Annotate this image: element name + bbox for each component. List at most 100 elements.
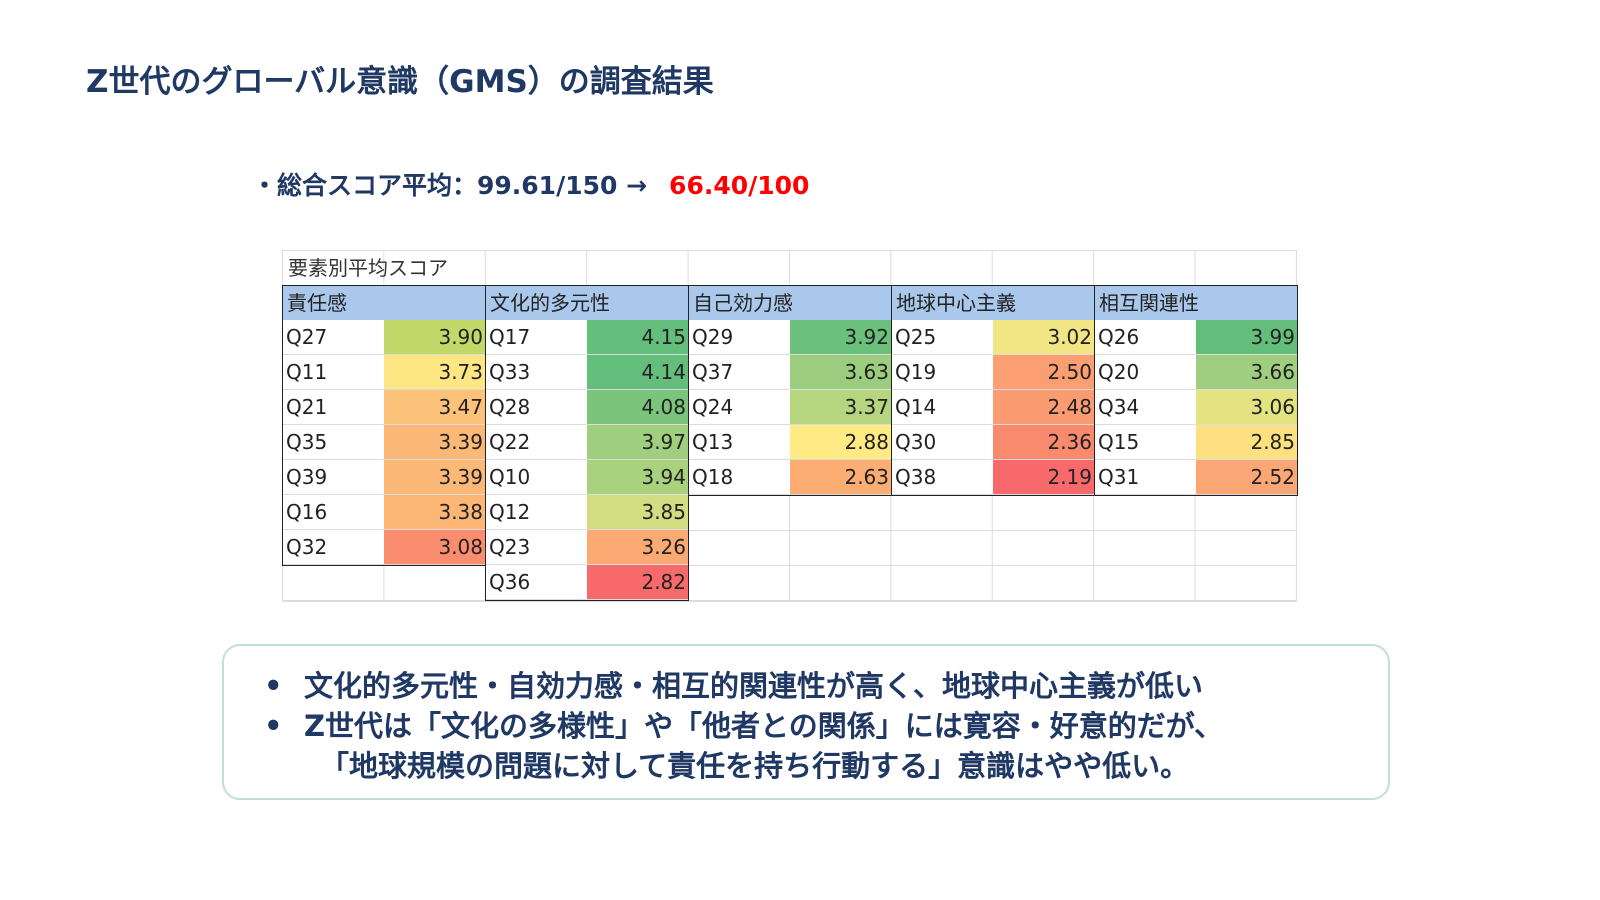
score-cell: 3.66 bbox=[1196, 355, 1297, 390]
question-cell: Q18 bbox=[689, 460, 790, 495]
question-cell: Q14 bbox=[892, 390, 993, 425]
score-cell: 2.82 bbox=[587, 565, 688, 600]
score-cell: 3.63 bbox=[790, 355, 891, 390]
score-cell: 3.85 bbox=[587, 495, 688, 530]
score-cell: 3.37 bbox=[790, 390, 891, 425]
score-cell: 3.02 bbox=[993, 320, 1094, 355]
question-cell: Q11 bbox=[283, 355, 384, 390]
score-cell: 2.48 bbox=[993, 390, 1094, 425]
group-header: 相互関連性 bbox=[1095, 286, 1297, 321]
question-cell: Q27 bbox=[283, 320, 384, 355]
table-row: Q30 2.36 bbox=[892, 425, 1094, 460]
question-cell: Q31 bbox=[1095, 460, 1196, 495]
question-cell: Q25 bbox=[892, 320, 993, 355]
question-cell: Q29 bbox=[689, 320, 790, 355]
table-row: Q20 3.66 bbox=[1095, 355, 1297, 390]
score-cell: 2.50 bbox=[993, 355, 1094, 390]
question-cell: Q28 bbox=[486, 390, 587, 425]
table-row: Q15 2.85 bbox=[1095, 425, 1297, 460]
score-cell: 3.38 bbox=[384, 495, 485, 530]
question-cell: Q12 bbox=[486, 495, 587, 530]
table-row: Q28 4.08 bbox=[486, 390, 688, 425]
question-cell: Q10 bbox=[486, 460, 587, 495]
score-cell: 3.47 bbox=[384, 390, 485, 425]
score-cell: 3.08 bbox=[384, 530, 485, 565]
score-group: 地球中心主義 Q25 3.02 Q19 2.50 Q14 2.48 Q30 2.36 Q38 2.1… bbox=[891, 285, 1095, 496]
score-cell: 3.90 bbox=[384, 320, 485, 355]
score-group: 自己効力感 Q29 3.92 Q37 3.63 Q24 3.37 Q13 2.88 Q18 2.63 bbox=[688, 285, 892, 496]
table-row: Q11 3.73 bbox=[283, 355, 485, 390]
table-row: Q29 3.92 bbox=[689, 320, 891, 355]
table-row: Q38 2.19 bbox=[892, 460, 1094, 495]
table-row: Q33 4.14 bbox=[486, 355, 688, 390]
question-cell: Q21 bbox=[283, 390, 384, 425]
table-row: Q22 3.97 bbox=[486, 425, 688, 460]
question-cell: Q33 bbox=[486, 355, 587, 390]
bullet-icon: • bbox=[264, 709, 283, 743]
score-cell: 4.08 bbox=[587, 390, 688, 425]
score-cell: 3.73 bbox=[384, 355, 485, 390]
table-row: Q16 3.38 bbox=[283, 495, 485, 530]
note-text: 文化的多元性・自効力感・相互的関連性が高く、地球中心主義が低い bbox=[304, 669, 1204, 703]
score-cell: 4.15 bbox=[587, 320, 688, 355]
score-cell: 3.39 bbox=[384, 460, 485, 495]
table-row: Q21 3.47 bbox=[283, 390, 485, 425]
score-group: 相互関連性 Q26 3.99 Q20 3.66 Q34 3.06 Q15 2.85 Q31 2.52 bbox=[1094, 285, 1298, 496]
table-row: Q39 3.39 bbox=[283, 460, 485, 495]
table-row: Q18 2.63 bbox=[689, 460, 891, 495]
question-cell: Q22 bbox=[486, 425, 587, 460]
table-row: Q32 3.08 bbox=[283, 530, 485, 565]
table-row: Q34 3.06 bbox=[1095, 390, 1297, 425]
table-row: Q36 2.82 bbox=[486, 565, 688, 600]
bullet-icon: • bbox=[264, 669, 283, 703]
score-cell: 4.14 bbox=[587, 355, 688, 390]
table-row: Q14 2.48 bbox=[892, 390, 1094, 425]
score-group: 責任感 Q27 3.90 Q11 3.73 Q21 3.47 Q35 3.39 Q39 3.39 Q1… bbox=[282, 285, 486, 566]
question-cell: Q24 bbox=[689, 390, 790, 425]
question-cell: Q39 bbox=[283, 460, 384, 495]
table-row: Q12 3.85 bbox=[486, 495, 688, 530]
notes-box: • 文化的多元性・自効力感・相互的関連性が高く、地球中心主義が低い • Z世代は「文… bbox=[222, 644, 1390, 800]
table-row: Q26 3.99 bbox=[1095, 320, 1297, 355]
question-cell: Q30 bbox=[892, 425, 993, 460]
question-cell: Q17 bbox=[486, 320, 587, 355]
table-row: Q23 3.26 bbox=[486, 530, 688, 565]
question-cell: Q20 bbox=[1095, 355, 1196, 390]
score-cell: 3.94 bbox=[587, 460, 688, 495]
note-text: Z世代は「文化の多様性」や「他者との関係」には寛容・好意的だが、 bbox=[304, 709, 1224, 743]
summary-line: ・総合スコア平均：99.61/150 → 66.40/100 bbox=[252, 166, 809, 202]
summary-prefix: ・総合スコア平均：99.61/150 → bbox=[252, 171, 648, 200]
question-cell: Q37 bbox=[689, 355, 790, 390]
score-cell: 2.88 bbox=[790, 425, 891, 460]
score-cell: 3.06 bbox=[1196, 390, 1297, 425]
table-row: Q31 2.52 bbox=[1095, 460, 1297, 495]
score-cell: 3.97 bbox=[587, 425, 688, 460]
table-row: Q25 3.02 bbox=[892, 320, 1094, 355]
question-cell: Q13 bbox=[689, 425, 790, 460]
question-cell: Q32 bbox=[283, 530, 384, 565]
question-cell: Q26 bbox=[1095, 320, 1196, 355]
question-cell: Q36 bbox=[486, 565, 587, 600]
table-row: Q19 2.50 bbox=[892, 355, 1094, 390]
note-item: • 文化的多元性・自効力感・相互的関連性が高く、地球中心主義が低い bbox=[264, 666, 1223, 706]
group-header: 文化的多元性 bbox=[486, 286, 688, 321]
question-cell: Q23 bbox=[486, 530, 587, 565]
table-row: Q13 2.88 bbox=[689, 425, 891, 460]
table-row: Q35 3.39 bbox=[283, 425, 485, 460]
score-cell: 3.99 bbox=[1196, 320, 1297, 355]
score-cell: 2.63 bbox=[790, 460, 891, 495]
score-group: 文化的多元性 Q17 4.15 Q33 4.14 Q28 4.08 Q22 3.97 Q10 3.9… bbox=[485, 285, 689, 601]
group-header: 自己効力感 bbox=[689, 286, 891, 321]
table-row: Q17 4.15 bbox=[486, 320, 688, 355]
score-cell: 3.92 bbox=[790, 320, 891, 355]
question-cell: Q35 bbox=[283, 425, 384, 460]
summary-highlight: 66.40/100 bbox=[669, 171, 810, 200]
question-cell: Q19 bbox=[892, 355, 993, 390]
table-title: 要素別平均スコア bbox=[288, 256, 448, 280]
score-cell: 2.52 bbox=[1196, 460, 1297, 495]
note-item: • Z世代は「文化の多様性」や「他者との関係」には寛容・好意的だが、 bbox=[264, 706, 1223, 746]
score-cell: 3.39 bbox=[384, 425, 485, 460]
question-cell: Q16 bbox=[283, 495, 384, 530]
group-header: 地球中心主義 bbox=[892, 286, 1094, 321]
score-cell: 3.26 bbox=[587, 530, 688, 565]
